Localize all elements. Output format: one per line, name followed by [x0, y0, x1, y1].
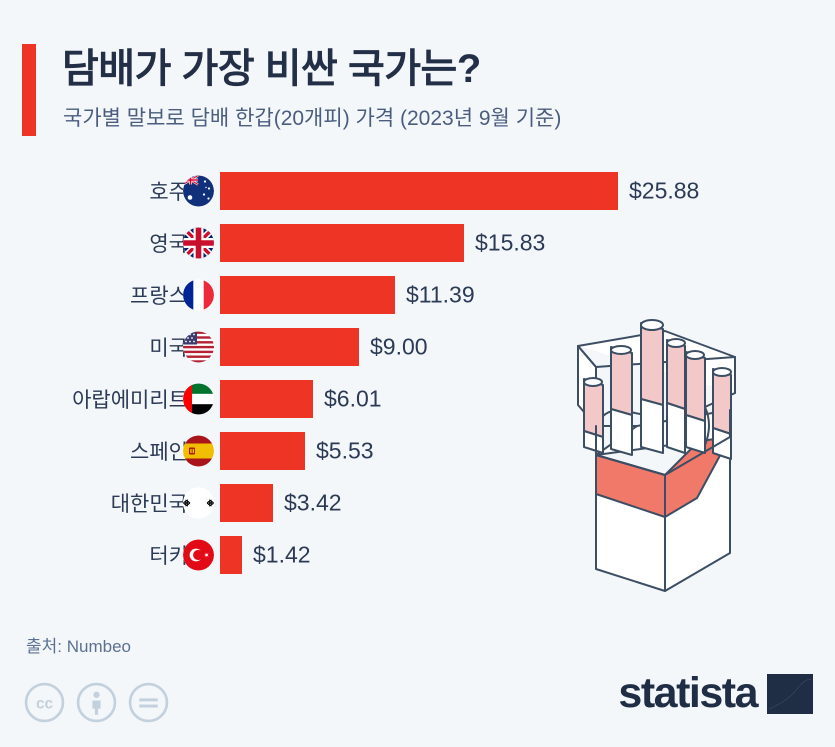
- country-label: 스페인: [130, 441, 188, 464]
- source-note: 출처: Numbeo: [26, 637, 131, 656]
- title-accent-bar: [22, 44, 36, 136]
- chart-row: 터키 $1.42: [0, 529, 835, 581]
- value-bar: [220, 432, 305, 470]
- chart-row: 영국 $15.83: [0, 217, 835, 269]
- flag-france-icon: [183, 279, 214, 311]
- chart-row: 아랍에미리트 $6.01: [0, 373, 835, 425]
- country-label: 아랍에미리트: [72, 389, 188, 412]
- flag-spain-icon: [183, 435, 214, 467]
- flag-united-arab-emirates-icon: [183, 383, 214, 415]
- statista-wordmark: statista: [618, 669, 758, 717]
- value-bar: [220, 484, 273, 522]
- country-label: 터키: [149, 545, 188, 568]
- value-label: $5.53: [316, 437, 374, 464]
- country-label: 대한민국: [110, 493, 188, 516]
- chart-row: 대한민국 $3.42: [0, 477, 835, 529]
- chart-row: 프랑스 $11.39: [0, 269, 835, 321]
- cc-nd-equals-icon[interactable]: [128, 682, 169, 723]
- chart-row: 호주 $25.88: [0, 165, 835, 217]
- chart-row: 스페인 $5.53: [0, 425, 835, 477]
- flag-australia-icon: [183, 175, 214, 207]
- country-label: 미국: [149, 337, 188, 360]
- country-label: 영국: [149, 233, 188, 256]
- country-label: 프랑스: [130, 285, 188, 308]
- flag-united-kingdom-icon: [183, 227, 214, 259]
- value-label: $11.39: [406, 281, 475, 308]
- flag-south-korea-icon: [183, 487, 214, 519]
- svg-text:cc: cc: [36, 696, 54, 713]
- header: 담배가 가장 비싼 국가는? 국가별 말보로 담배 한갑(20개피) 가격 (2…: [0, 0, 835, 160]
- flag-turkey-icon: [183, 539, 214, 571]
- statista-curve-mark: [767, 673, 813, 714]
- value-label: $25.88: [629, 177, 700, 204]
- value-bar: [220, 172, 618, 210]
- value-label: $15.83: [475, 229, 546, 256]
- value-label: $3.42: [284, 489, 342, 516]
- value-label: $1.42: [253, 541, 311, 568]
- cc-icon[interactable]: cc: [24, 682, 65, 723]
- value-bar: [220, 224, 464, 262]
- chart-row: 미국 $9.00: [0, 321, 835, 373]
- value-label: $9.00: [370, 333, 428, 360]
- value-bar: [220, 328, 359, 366]
- flag-united-states-icon: [183, 331, 214, 363]
- statista-logo[interactable]: statista: [618, 672, 813, 715]
- page-subtitle: 국가별 말보로 담배 한갑(20개피) 가격 (2023년 9월 기준): [63, 107, 562, 130]
- value-label: $6.01: [324, 385, 382, 412]
- cc-by-person-icon[interactable]: [76, 682, 117, 723]
- value-bar: [220, 536, 242, 574]
- page-title: 담배가 가장 비싼 국가는?: [62, 47, 481, 91]
- creative-commons-badges: cc: [24, 682, 169, 723]
- country-label: 호주: [149, 181, 188, 204]
- bar-chart: 호주 $25.88 영국 $15.83 프랑스 $11.39 미국 $9.00 아랍에미…: [0, 165, 835, 585]
- value-bar: [220, 380, 313, 418]
- value-bar: [220, 276, 395, 314]
